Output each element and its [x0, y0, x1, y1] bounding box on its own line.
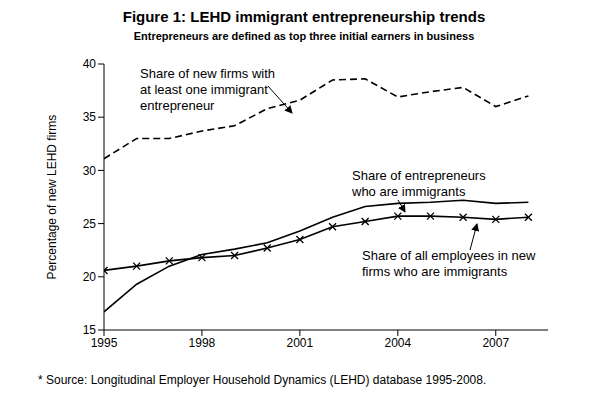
svg-text:1998: 1998	[189, 336, 216, 350]
svg-text:Share of all employees in new: Share of all employees in new	[362, 248, 536, 263]
svg-text:40: 40	[83, 57, 97, 71]
svg-text:Figure 1: LEHD immigrant entre: Figure 1: LEHD immigrant entrepreneurshi…	[123, 8, 486, 25]
svg-text:Share of new firms with: Share of new firms with	[140, 66, 275, 81]
svg-text:who are immigrants: who are immigrants	[351, 184, 466, 199]
svg-text:15: 15	[83, 323, 97, 337]
svg-text:firms who are immigrants: firms who are immigrants	[362, 264, 508, 279]
svg-text:2004: 2004	[384, 336, 411, 350]
svg-text:at least one immigrant: at least one immigrant	[140, 82, 268, 97]
svg-text:entrepreneur: entrepreneur	[140, 98, 215, 113]
svg-text:25: 25	[83, 217, 97, 231]
svg-text:Share of entrepreneurs: Share of entrepreneurs	[352, 168, 486, 183]
svg-text:1995: 1995	[91, 336, 118, 350]
svg-text:2001: 2001	[287, 336, 314, 350]
svg-text:Entrepreneurs are defined as t: Entrepreneurs are defined as top three i…	[134, 30, 475, 42]
svg-text:* Source: Longitudinal Employe: * Source: Longitudinal Employer Househol…	[38, 373, 486, 387]
svg-text:30: 30	[83, 164, 97, 178]
svg-text:35: 35	[83, 110, 97, 124]
svg-text:20: 20	[83, 270, 97, 284]
svg-text:Percentage of new LEHD firms: Percentage of new LEHD firms	[45, 115, 59, 280]
svg-text:2007: 2007	[482, 336, 509, 350]
